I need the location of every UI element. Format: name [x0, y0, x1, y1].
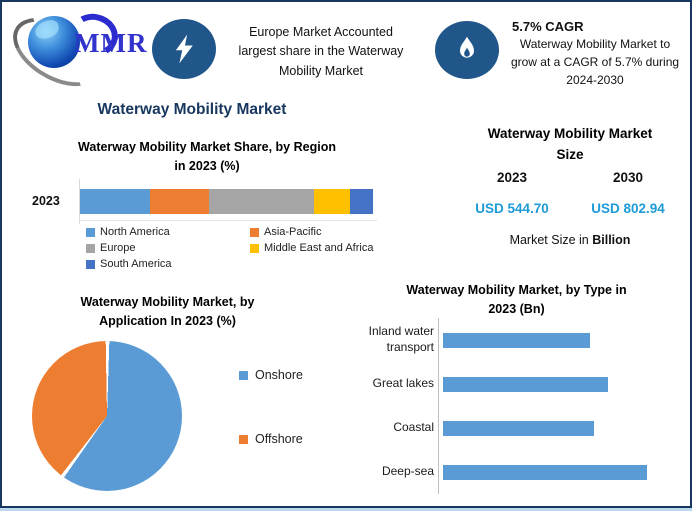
application-chart-title: Waterway Mobility Market, by Application… [80, 295, 255, 328]
legend-item-south-america: South America [86, 258, 250, 270]
type-bar-great-lakes [443, 376, 609, 392]
legend-marker-asia-pacific [250, 227, 259, 237]
legend-item-europe: Europe [86, 242, 250, 254]
legend-item-offshore: Offshore [239, 432, 303, 446]
type-row-deep-sea: Deep-sea [354, 450, 688, 494]
type-category-label: Great lakes [372, 376, 434, 391]
market-size-title: Waterway Mobility Market Size [487, 126, 653, 162]
legend-label: Onshore [255, 368, 303, 382]
region-axis-category-label: 2023 [32, 194, 60, 208]
highlight-europe-text: Europe Market Accounted largest share in… [238, 25, 404, 78]
page-title: Waterway Mobility Market [97, 101, 287, 118]
market-size-values: USD 544.70 USD 802.94 [454, 201, 686, 216]
mmr-logo: MMR [2, 3, 161, 101]
market-size-year-2023: 2023 [496, 170, 528, 185]
legend-marker-north-america [86, 227, 95, 237]
legend-item-asia-pacific: Asia-Pacific [250, 226, 382, 238]
type-row-inland-water-transport: Inland water transport [354, 318, 688, 362]
globe-icon [28, 16, 80, 68]
region-segment-south-america [349, 189, 373, 214]
type-bar-deep-sea [443, 464, 647, 480]
flame-icon [435, 21, 499, 79]
legend-item-onshore: Onshore [239, 368, 303, 382]
legend-label: Offshore [255, 432, 303, 446]
application-pie [32, 341, 182, 491]
type-category-label: Coastal [393, 420, 434, 435]
type-row-great-lakes: Great lakes [354, 362, 688, 406]
market-size-note-unit: Billion [592, 233, 631, 247]
legend-marker-europe [86, 243, 95, 253]
type-bar-inland-water-transport [443, 332, 590, 348]
legend-item-north-america: North America [86, 226, 250, 238]
logo-text: MMR [74, 28, 148, 58]
legend-label: Europe [100, 242, 136, 254]
type-y-axis-line [438, 318, 439, 494]
cagr-text: Waterway Mobility Market to grow at a CA… [510, 37, 680, 87]
type-chart-title: Waterway Mobility Market, by Type in 202… [406, 283, 627, 316]
legend-marker-middle-east-and-africa [250, 243, 259, 253]
legend-label: Middle East and Africa [264, 242, 374, 254]
legend-item-middle-east-and-africa: Middle East and Africa [250, 242, 382, 254]
region-x-axis-line [79, 220, 377, 221]
type-bar-coastal [443, 420, 594, 436]
region-y-axis-line [79, 179, 80, 224]
type-row-coastal: Coastal [354, 406, 688, 450]
legend-label: South America [100, 258, 172, 270]
application-legend: Onshore Offshore [239, 368, 303, 446]
region-segment-europe [208, 189, 315, 214]
lightning-icon [152, 19, 216, 79]
region-legend: North America Asia-Pacific Europe Middle Ea… [86, 226, 382, 270]
type-category-label: Deep-sea [381, 464, 434, 479]
market-size-note-prefix: Market Size in [509, 233, 593, 247]
market-size-year-2030: 2030 [612, 170, 644, 185]
region-stacked-bar [80, 189, 373, 214]
region-segment-north-america [80, 189, 151, 214]
region-segment-middle-east-and-africa [314, 189, 350, 214]
legend-marker-south-america [86, 259, 95, 269]
highlight-cagr: 5.7% CAGR Waterway Mobility Market to gr… [500, 19, 690, 89]
type-rows: Inland water transport Great lakes Coastal… [354, 318, 688, 494]
legend-marker-onshore [239, 370, 248, 380]
cagr-title: 5.7% CAGR [512, 19, 584, 34]
region-chart-title: Waterway Mobility Market Share, by Regio… [78, 140, 336, 173]
market-size-note: Market Size in Billion [454, 233, 686, 247]
type-category-label: Inland water transport [368, 324, 434, 354]
market-size-value-2030: USD 802.94 [591, 201, 665, 216]
legend-label: North America [100, 226, 170, 238]
type-bar-chart: Inland water transport Great lakes Coastal… [354, 318, 688, 496]
region-segment-asia-pacific [150, 189, 209, 214]
market-size-value-2023: USD 544.70 [475, 201, 549, 216]
legend-label: Asia-Pacific [264, 226, 322, 238]
market-size-years: 2023 2030 [454, 170, 686, 185]
legend-marker-offshore [239, 434, 248, 444]
